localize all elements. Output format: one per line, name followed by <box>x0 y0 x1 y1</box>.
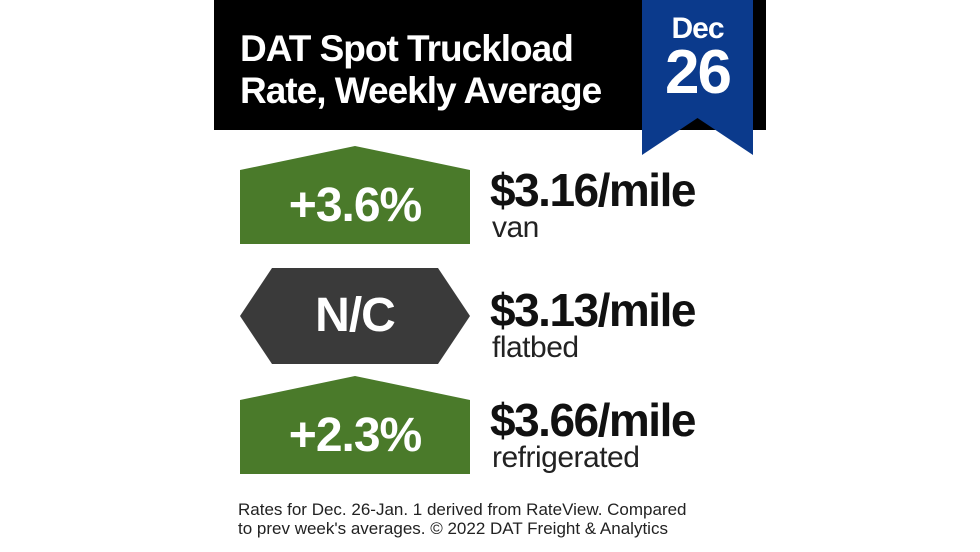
rate-value-van: $3.16/mile <box>490 164 696 216</box>
rate-row-flatbed: N/C $3.13/mile flatbed <box>240 266 760 366</box>
change-badge-flatbed: N/C <box>240 266 470 366</box>
rate-row-refrigerated: +2.3% $3.66/mile refrigerated <box>240 376 760 476</box>
page-title: DAT Spot Truckload Rate, Weekly Average <box>240 28 602 112</box>
change-value-flatbed: N/C <box>315 289 396 342</box>
up-arrow-badge-shape <box>240 376 470 474</box>
date-tag-shape <box>642 0 753 155</box>
up-arrow-badge-shape <box>240 146 470 244</box>
change-badge-van: +3.6% <box>240 146 470 246</box>
footer-line-2: to prev week's averages. © 2022 DAT Frei… <box>238 519 668 538</box>
date-day: 26 <box>665 38 732 107</box>
change-badge-refrigerated: +2.3% <box>240 376 470 476</box>
date-month: Dec <box>671 12 724 45</box>
rate-value-flatbed: $3.13/mile <box>490 284 696 336</box>
footer-note: Rates for Dec. 26-Jan. 1 derived from Ra… <box>238 500 778 538</box>
change-value-refrigerated: +2.3% <box>288 409 422 462</box>
equipment-label-van: van <box>492 211 539 244</box>
equipment-label-flatbed: flatbed <box>492 331 579 364</box>
title-line-1: DAT Spot Truckload <box>240 28 574 69</box>
footer-line-1: Rates for Dec. 26-Jan. 1 derived from Ra… <box>238 500 687 519</box>
header-banner: DAT Spot Truckload Rate, Weekly Average … <box>214 0 766 155</box>
rate-value-refrigerated: $3.66/mile <box>490 394 696 446</box>
date-tag: Dec 26 <box>642 0 753 155</box>
title-line-2: Rate, Weekly Average <box>240 70 602 111</box>
rate-row-van: +3.6% $3.16/mile van <box>240 146 760 246</box>
no-change-badge-shape <box>240 268 470 364</box>
equipment-label-refrigerated: refrigerated <box>492 441 640 474</box>
change-value-van: +3.6% <box>288 179 422 232</box>
